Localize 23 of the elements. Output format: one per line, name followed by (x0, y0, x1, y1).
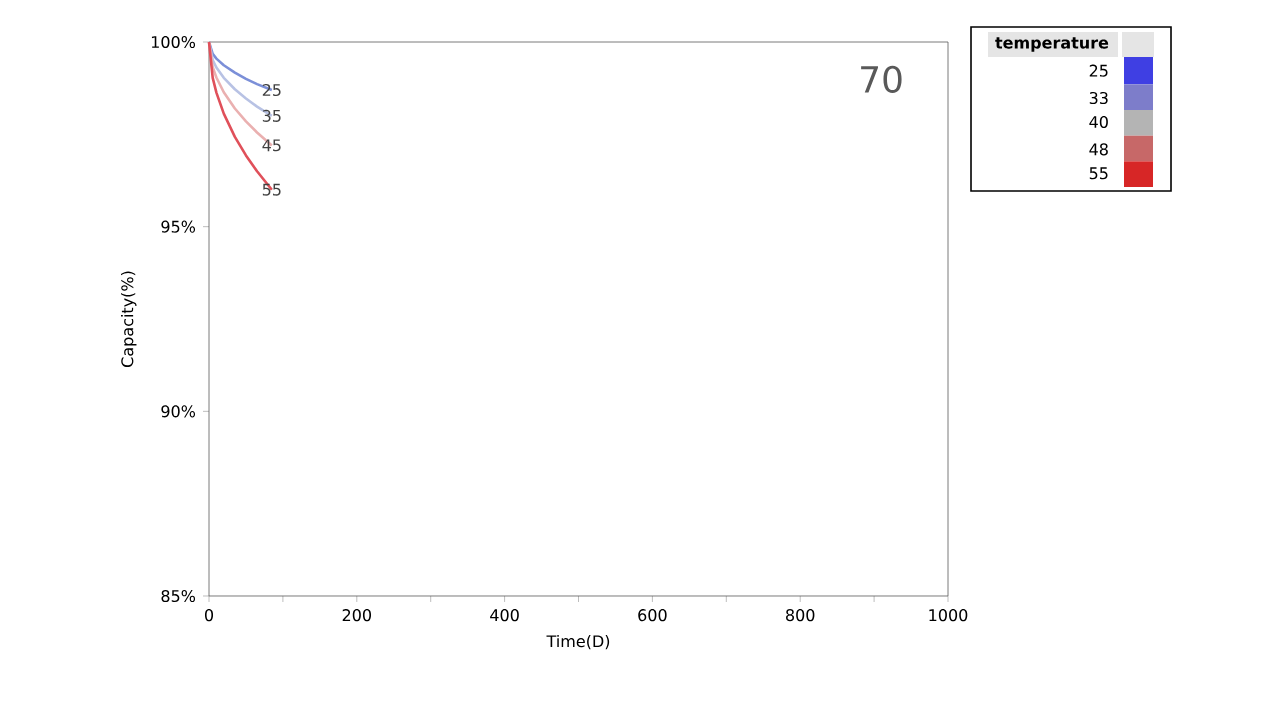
series-label: 55 (262, 183, 281, 196)
y-tick-label: 85% (161, 589, 196, 603)
x-tick-label: 400 (490, 609, 519, 622)
color-bar-label: 48 (1089, 143, 1108, 156)
y-tick-label: 100% (151, 35, 196, 49)
y-axis-title: Capacity(%) (121, 271, 137, 367)
color-bar-label: 40 (1089, 115, 1108, 129)
x-tick-label: 0 (204, 609, 214, 622)
x-tick-label: 200 (342, 609, 372, 622)
y-tick-label: 95% (161, 220, 196, 233)
x-tick-label: 600 (638, 609, 667, 622)
color-bar-label: 33 (1089, 91, 1108, 105)
color-bar-label: 55 (1089, 167, 1108, 180)
series-label: 45 (262, 139, 281, 152)
x-axis-title: Time(D) (546, 634, 610, 650)
series-label: 25 (262, 83, 281, 97)
color-bar-label: 25 (1089, 64, 1108, 77)
y-tick-label: 90% (161, 405, 196, 418)
x-tick-label: 1000 (929, 609, 968, 622)
x-tick-label: 800 (786, 609, 815, 622)
series-label: 35 (262, 109, 281, 122)
color-bar-title: temperature (995, 37, 1109, 52)
annotation: 70 (861, 65, 902, 93)
